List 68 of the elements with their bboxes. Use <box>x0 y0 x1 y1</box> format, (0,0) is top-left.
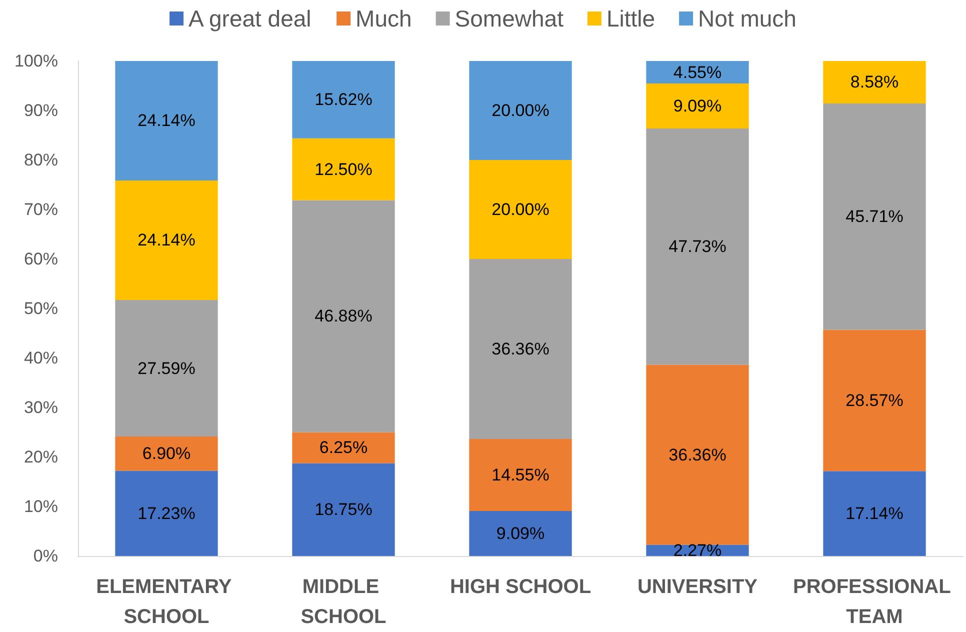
bar <box>292 200 395 432</box>
data-label: 20.00% <box>492 200 550 219</box>
bar <box>646 128 749 365</box>
data-label: 46.88% <box>314 306 372 326</box>
bar <box>292 138 395 200</box>
data-label: 45.71% <box>846 207 904 226</box>
y-tick-label: 20% <box>24 448 58 466</box>
bar <box>115 61 218 180</box>
legend-label: Much <box>356 6 412 32</box>
y-tick-label: 100% <box>14 52 58 70</box>
bar <box>646 61 749 84</box>
y-tick-label: 90% <box>24 101 58 120</box>
bar <box>823 103 926 330</box>
bar <box>469 438 572 512</box>
legend-label: Not much <box>698 6 796 32</box>
y-tick-label: 70% <box>24 200 58 219</box>
x-tick-label: PROFESSIONAL TEAM <box>793 576 956 628</box>
bar <box>469 259 572 439</box>
data-label: 6.25% <box>319 438 368 458</box>
data-label: 9.09% <box>496 524 545 543</box>
data-label: 36.36% <box>492 339 550 358</box>
x-tick-label: UNIVERSITY <box>637 576 758 598</box>
legend-label: Little <box>606 6 656 32</box>
data-label: 24.14% <box>138 230 196 250</box>
y-tick-label: 80% <box>24 150 58 170</box>
data-label: 24.14% <box>138 111 196 130</box>
bar <box>469 511 572 556</box>
bar <box>469 61 572 160</box>
data-label: 12.50% <box>314 160 372 179</box>
data-label: 28.57% <box>846 390 904 410</box>
data-label: 4.55% <box>673 62 722 82</box>
data-label: 18.75% <box>314 500 372 520</box>
x-tick-label: MIDDLE SCHOOL <box>300 576 386 628</box>
bar <box>292 61 395 138</box>
data-label: 20.00% <box>492 101 550 120</box>
legend-label: A great deal <box>188 6 312 32</box>
bar <box>823 61 926 104</box>
bar <box>646 364 749 545</box>
data-label: 27.59% <box>138 358 196 378</box>
data-label: 47.73% <box>668 237 726 256</box>
bar <box>823 330 926 472</box>
x-tick-label: HIGH SCHOOL <box>450 576 592 598</box>
bar <box>292 463 395 556</box>
data-label: 15.62% <box>314 90 372 110</box>
bar <box>646 84 749 129</box>
y-tick-label: 40% <box>24 348 58 368</box>
y-tick-label: 10% <box>24 497 58 516</box>
bar <box>469 160 572 259</box>
bar <box>115 436 218 471</box>
bar <box>115 180 218 300</box>
data-label: 8.58% <box>850 72 899 92</box>
y-tick-label: 50% <box>24 299 58 318</box>
data-label: 6.90% <box>142 444 191 464</box>
y-tick-label: 30% <box>24 398 58 417</box>
data-label: 9.09% <box>673 96 722 116</box>
bar <box>115 300 218 437</box>
data-label: 17.23% <box>138 504 196 523</box>
bar <box>292 432 395 464</box>
legend-label: Somewhat <box>454 6 564 32</box>
data-label: 14.55% <box>492 465 550 484</box>
bar <box>823 471 926 556</box>
y-tick-label: 0% <box>33 546 58 566</box>
y-tick-label: 60% <box>24 250 58 268</box>
data-label: 17.14% <box>846 504 904 524</box>
data-label: 2.27% <box>673 540 722 560</box>
bar <box>115 470 218 556</box>
x-tick-label: ELEMENTARY SCHOOL <box>96 576 237 628</box>
data-label: 36.36% <box>668 445 726 464</box>
